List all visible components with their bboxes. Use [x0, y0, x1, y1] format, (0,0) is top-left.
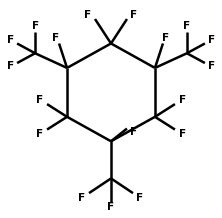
- Text: F: F: [130, 10, 138, 20]
- Text: F: F: [162, 33, 170, 43]
- Text: F: F: [36, 129, 43, 139]
- Text: F: F: [6, 61, 14, 71]
- Text: F: F: [52, 33, 60, 43]
- Text: F: F: [208, 35, 216, 44]
- Text: F: F: [36, 95, 43, 105]
- Text: F: F: [179, 129, 186, 139]
- Text: F: F: [6, 35, 14, 44]
- Text: F: F: [32, 21, 39, 31]
- Text: F: F: [130, 127, 138, 137]
- Text: F: F: [78, 193, 86, 203]
- Text: F: F: [183, 21, 190, 31]
- Text: F: F: [136, 193, 144, 203]
- Text: F: F: [107, 202, 115, 212]
- Text: F: F: [84, 10, 92, 20]
- Text: F: F: [179, 95, 186, 105]
- Text: F: F: [208, 61, 216, 71]
